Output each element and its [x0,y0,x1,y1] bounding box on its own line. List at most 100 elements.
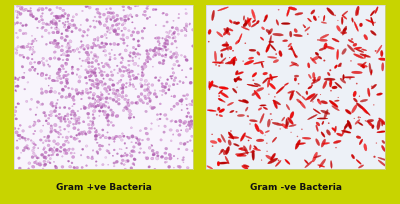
Ellipse shape [128,110,132,113]
Ellipse shape [97,106,100,108]
Ellipse shape [93,27,96,29]
Ellipse shape [121,31,123,33]
Ellipse shape [90,47,93,50]
Ellipse shape [190,68,192,71]
Ellipse shape [252,80,254,82]
Ellipse shape [368,122,373,127]
Ellipse shape [171,120,173,122]
Ellipse shape [288,91,295,94]
Ellipse shape [48,155,50,157]
Ellipse shape [59,107,61,109]
Ellipse shape [116,91,119,93]
Ellipse shape [141,74,144,76]
Ellipse shape [85,7,87,9]
Ellipse shape [146,103,149,105]
Ellipse shape [112,99,115,102]
Ellipse shape [318,57,322,60]
Ellipse shape [165,43,168,46]
Ellipse shape [42,112,46,114]
Ellipse shape [49,58,52,61]
Ellipse shape [66,51,69,54]
Ellipse shape [183,162,184,163]
Ellipse shape [245,43,246,45]
Ellipse shape [354,118,355,119]
Ellipse shape [148,83,150,85]
Ellipse shape [146,88,149,91]
Ellipse shape [36,158,38,159]
Ellipse shape [184,123,186,125]
Ellipse shape [181,70,183,72]
Ellipse shape [154,77,157,79]
Ellipse shape [190,120,193,123]
Ellipse shape [178,166,181,169]
Ellipse shape [94,87,95,88]
Ellipse shape [29,62,32,65]
Ellipse shape [89,80,91,81]
Ellipse shape [124,153,126,154]
Ellipse shape [68,121,71,124]
Ellipse shape [60,15,64,18]
Ellipse shape [371,86,373,88]
Ellipse shape [113,43,116,46]
Ellipse shape [55,143,57,145]
Ellipse shape [382,123,384,125]
Ellipse shape [176,84,178,85]
Ellipse shape [140,83,142,85]
Ellipse shape [136,6,139,8]
Ellipse shape [18,138,21,140]
Ellipse shape [159,43,160,45]
Ellipse shape [162,13,164,15]
Ellipse shape [142,140,144,141]
Ellipse shape [364,35,368,41]
Ellipse shape [274,97,276,98]
Ellipse shape [149,49,152,52]
Ellipse shape [355,7,359,17]
Ellipse shape [185,77,187,79]
Ellipse shape [18,128,20,130]
Ellipse shape [173,80,176,82]
Ellipse shape [67,125,70,128]
Ellipse shape [98,104,101,106]
Ellipse shape [349,79,351,80]
Ellipse shape [95,83,98,85]
Ellipse shape [245,108,248,112]
Ellipse shape [45,159,47,160]
Ellipse shape [169,31,172,33]
Ellipse shape [218,96,220,97]
Ellipse shape [217,162,220,166]
Ellipse shape [82,91,84,93]
Ellipse shape [107,86,111,89]
Ellipse shape [266,30,271,34]
Ellipse shape [144,98,147,100]
Ellipse shape [129,153,131,154]
Ellipse shape [33,143,35,145]
Ellipse shape [17,12,20,15]
Ellipse shape [137,96,140,99]
Ellipse shape [327,9,334,16]
Ellipse shape [71,31,73,34]
Ellipse shape [27,82,29,84]
Ellipse shape [321,132,325,137]
Ellipse shape [247,18,251,28]
Ellipse shape [29,13,32,16]
Ellipse shape [75,89,78,92]
Ellipse shape [180,121,182,123]
Ellipse shape [139,139,140,140]
Ellipse shape [270,153,276,161]
Ellipse shape [98,134,100,136]
Ellipse shape [126,37,129,40]
Ellipse shape [103,72,105,73]
Ellipse shape [123,28,126,31]
Ellipse shape [121,96,124,99]
Ellipse shape [79,132,82,135]
Ellipse shape [244,61,254,66]
Ellipse shape [68,88,70,90]
Ellipse shape [311,85,313,87]
Ellipse shape [43,149,45,151]
Ellipse shape [99,99,102,101]
Ellipse shape [78,52,80,54]
Ellipse shape [178,134,181,137]
Ellipse shape [378,157,388,161]
Ellipse shape [175,28,178,31]
Ellipse shape [52,154,54,156]
